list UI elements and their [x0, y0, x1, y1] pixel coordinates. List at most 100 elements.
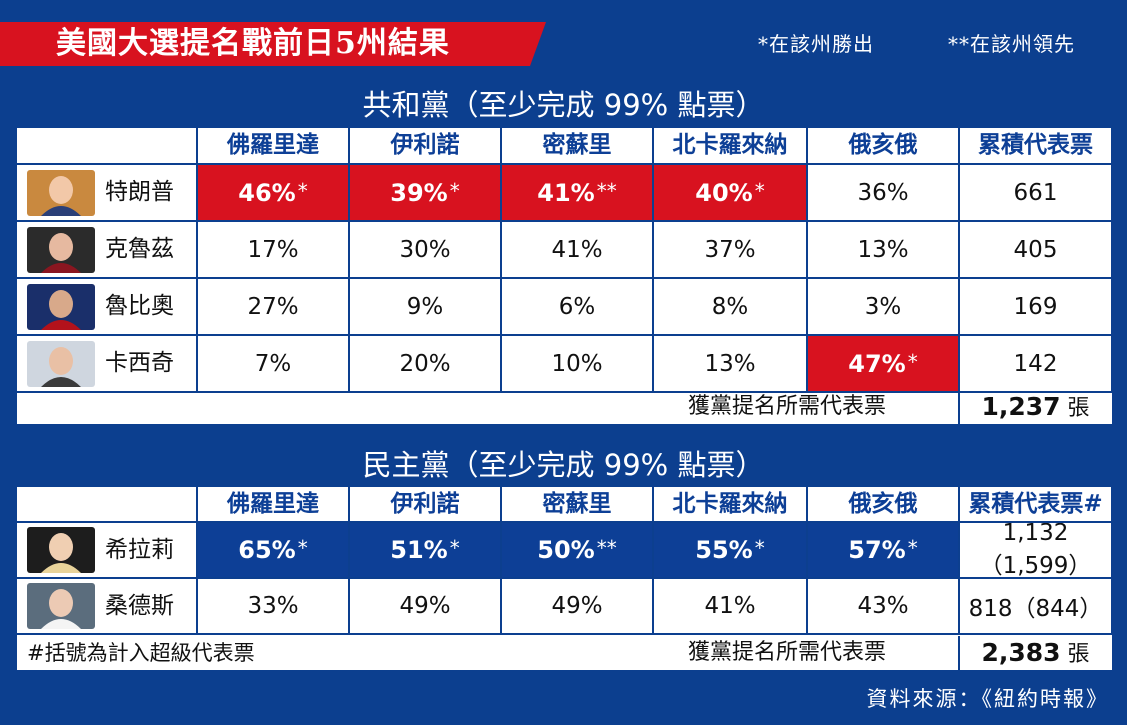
- needed-label: 獲黨提名所需代表票: [687, 640, 886, 665]
- grid-line: [17, 633, 1112, 635]
- result-cell: 13%: [653, 335, 807, 392]
- result-value: 49%: [551, 593, 603, 619]
- result-cell: 10%: [501, 335, 653, 392]
- legend-win: *在該州勝出: [758, 32, 874, 56]
- needed-unit: 張: [1060, 642, 1090, 667]
- result-cell: 33%: [197, 578, 349, 634]
- grid-line: [17, 277, 1112, 279]
- result-value: 33%: [247, 593, 299, 619]
- needed-unit: 張: [1060, 396, 1090, 421]
- result-cell: 51% *: [349, 522, 501, 578]
- delegate-total: 818（844）: [968, 596, 1103, 622]
- source-credit: 資料來源：《紐約時報》: [866, 687, 1109, 711]
- result-cell: 37%: [653, 221, 807, 278]
- result-cell: 9%: [349, 278, 501, 335]
- grid-line: [348, 128, 350, 392]
- candidate-photo-icon: [27, 583, 95, 629]
- delegate-total: 661: [1013, 179, 1058, 206]
- result-marker: *: [754, 536, 765, 560]
- column-header: 累積代表票#: [968, 491, 1103, 517]
- result-marker: *: [297, 536, 308, 560]
- grid-line: [1111, 128, 1113, 392]
- result-cell: 41%: [653, 578, 807, 634]
- result-value: 7%: [254, 350, 292, 377]
- result-cell: 39% *: [349, 164, 501, 221]
- grid-line: [196, 487, 198, 634]
- candidate-photo-icon: [27, 527, 95, 573]
- result-marker: **: [596, 178, 617, 203]
- result-cell: 41%: [501, 221, 653, 278]
- democratic-title: 民主黨（至少完成 99% 點票）: [362, 448, 765, 482]
- page-title: 美國大選提名戰前日5州結果: [56, 26, 450, 61]
- grid-line: [17, 391, 1112, 393]
- republican-table: 佛羅里達 伊利諾 密蘇里 北卡羅來納 俄亥俄 累積代表票 特朗普 46% * 39% * 41% **…: [17, 128, 1113, 426]
- result-value: 3%: [864, 293, 902, 320]
- result-cell: 50% **: [501, 522, 653, 578]
- column-header: 北卡羅來納: [672, 132, 788, 158]
- grid-line: [500, 128, 502, 392]
- result-value: 50%: [537, 536, 595, 564]
- grid-line: [196, 128, 198, 392]
- result-cell: 27%: [197, 278, 349, 335]
- footnote: #括號為計入超級代表票: [27, 641, 255, 665]
- result-marker: *: [449, 178, 460, 203]
- grid-line: [1111, 487, 1113, 634]
- result-cell: 3%: [807, 278, 959, 335]
- result-value: 36%: [857, 179, 909, 206]
- candidate-name: 桑德斯: [105, 593, 174, 619]
- candidate-name: 卡西奇: [105, 350, 174, 376]
- candidate-name: 克魯茲: [105, 236, 174, 262]
- result-marker: *: [907, 349, 918, 374]
- result-value: 39%: [390, 178, 448, 207]
- candidate-name: 希拉莉: [105, 537, 174, 563]
- result-value: 37%: [704, 236, 756, 263]
- delegate-total: 169: [1013, 293, 1058, 320]
- result-cell: 47% *: [807, 335, 959, 392]
- result-value: 46%: [238, 178, 296, 207]
- result-cell: 13%: [807, 221, 959, 278]
- candidate-photo-icon: [27, 169, 95, 216]
- result-value: 13%: [704, 350, 756, 377]
- column-header: 北卡羅來納: [672, 491, 788, 517]
- result-value: 47%: [848, 349, 906, 378]
- republican-title: 共和黨（至少完成 99% 點票）: [362, 88, 765, 122]
- result-value: 40%: [695, 178, 753, 207]
- grid-line: [17, 334, 1112, 336]
- result-cell: 17%: [197, 221, 349, 278]
- candidate-photo-icon: [27, 340, 95, 387]
- result-value: 41%: [551, 236, 603, 263]
- legend-lead: **在該州領先: [948, 32, 1075, 56]
- result-marker: *: [754, 178, 765, 203]
- result-cell: 55% *: [653, 522, 807, 578]
- column-header: 佛羅里達: [227, 491, 319, 517]
- candidate-photo-icon: [27, 283, 95, 330]
- grid-line: [17, 163, 1112, 165]
- democratic-table: 佛羅里達 伊利諾 密蘇里 北卡羅來納 俄亥俄 累積代表票# 希拉莉 65% * 51% * 50% *…: [17, 487, 1113, 670]
- result-value: 57%: [848, 536, 906, 564]
- result-cell: 65% *: [197, 522, 349, 578]
- result-value: 30%: [399, 236, 451, 263]
- result-value: 41%: [537, 178, 595, 207]
- column-header: 俄亥俄: [848, 491, 918, 517]
- result-value: 17%: [247, 236, 299, 263]
- result-marker: **: [596, 536, 617, 560]
- result-value: 20%: [399, 350, 451, 377]
- column-header: 累積代表票: [978, 132, 1093, 158]
- title-banner: 美國大選提名戰前日5州結果: [0, 22, 546, 66]
- delegate-total: 405: [1013, 236, 1058, 263]
- grid-line: [652, 487, 654, 634]
- grid-line: [958, 390, 960, 424]
- result-value: 65%: [238, 536, 296, 564]
- grid-line: [348, 487, 350, 634]
- result-value: 43%: [857, 593, 909, 619]
- grid-line: [806, 487, 808, 634]
- column-header: 佛羅里達: [227, 132, 319, 158]
- result-value: 51%: [390, 536, 448, 564]
- result-cell: 30%: [349, 221, 501, 278]
- result-cell: 46% *: [197, 164, 349, 221]
- needed-total: 1,237 張: [959, 390, 1112, 426]
- grid-line: [17, 577, 1112, 579]
- candidate-name: 特朗普: [105, 179, 174, 205]
- result-marker: *: [449, 536, 460, 560]
- result-cell: 8%: [653, 278, 807, 335]
